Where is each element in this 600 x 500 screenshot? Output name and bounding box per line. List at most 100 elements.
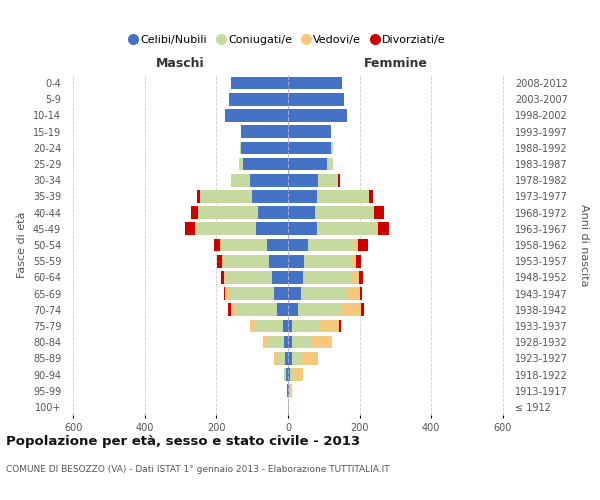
Bar [288, 288, 301, 300]
Bar [288, 384, 289, 397]
Bar [256, 320, 283, 332]
Bar [286, 368, 288, 381]
Bar [358, 238, 368, 252]
Text: Popolazione per età, sesso e stato civile - 2013: Popolazione per età, sesso e stato civil… [6, 434, 360, 448]
Bar [221, 238, 267, 252]
Bar [298, 304, 341, 316]
Bar [226, 271, 272, 283]
Bar [200, 190, 252, 202]
Bar [284, 368, 286, 381]
Bar [317, 222, 376, 235]
Bar [191, 206, 199, 219]
Bar [312, 336, 332, 348]
Bar [308, 238, 354, 252]
Bar [288, 368, 290, 381]
Bar [257, 206, 288, 219]
Bar [288, 93, 343, 106]
Bar [284, 336, 288, 348]
Bar [288, 352, 292, 364]
Bar [288, 222, 317, 235]
Bar [352, 271, 359, 283]
Bar [288, 77, 342, 90]
Bar [347, 288, 359, 300]
Bar [267, 238, 288, 252]
Bar [361, 304, 364, 316]
Bar [289, 384, 292, 397]
Bar [290, 368, 293, 381]
Bar [288, 320, 292, 332]
Bar [185, 222, 195, 235]
Bar [228, 304, 231, 316]
Y-axis label: Anni di nascita: Anni di nascita [580, 204, 589, 286]
Bar [256, 222, 288, 235]
Bar [301, 288, 347, 300]
Bar [287, 384, 288, 397]
Bar [252, 190, 288, 202]
Text: COMUNE DI BESOZZO (VA) - Dati ISTAT 1° gennaio 2013 - Elaborazione TUTTITALIA.IT: COMUNE DI BESOZZO (VA) - Dati ISTAT 1° g… [6, 465, 389, 474]
Bar [315, 206, 374, 219]
Bar [319, 174, 338, 186]
Bar [374, 206, 384, 219]
Bar [199, 206, 257, 219]
Text: Femmine: Femmine [364, 57, 427, 70]
Bar [224, 271, 226, 283]
Bar [301, 352, 319, 364]
Bar [243, 158, 288, 170]
Bar [263, 336, 268, 348]
Bar [338, 174, 340, 186]
Bar [341, 304, 361, 316]
Bar [293, 368, 304, 381]
Bar [283, 320, 288, 332]
Bar [304, 255, 350, 268]
Bar [339, 320, 341, 332]
Bar [376, 222, 377, 235]
Bar [250, 320, 256, 332]
Bar [303, 271, 352, 283]
Bar [288, 126, 331, 138]
Bar [328, 158, 333, 170]
Bar [274, 288, 288, 300]
Bar [288, 158, 328, 170]
Bar [292, 352, 301, 364]
Bar [220, 238, 221, 252]
Bar [223, 255, 269, 268]
Bar [288, 304, 298, 316]
Bar [231, 77, 288, 90]
Bar [350, 255, 356, 268]
Bar [197, 190, 200, 202]
Bar [377, 222, 389, 235]
Bar [288, 206, 315, 219]
Bar [288, 190, 317, 202]
Bar [272, 271, 288, 283]
Bar [288, 271, 303, 283]
Bar [331, 142, 333, 154]
Bar [274, 352, 277, 364]
Bar [288, 238, 308, 252]
Y-axis label: Fasce di età: Fasce di età [17, 212, 27, 278]
Bar [222, 255, 223, 268]
Bar [268, 336, 284, 348]
Bar [229, 93, 288, 106]
Bar [288, 336, 292, 348]
Bar [229, 288, 274, 300]
Bar [250, 174, 288, 186]
Bar [239, 158, 243, 170]
Bar [285, 352, 288, 364]
Bar [269, 255, 288, 268]
Bar [359, 288, 362, 300]
Bar [277, 352, 285, 364]
Bar [224, 288, 226, 300]
Bar [217, 255, 222, 268]
Bar [277, 304, 288, 316]
Bar [231, 174, 250, 186]
Bar [226, 288, 229, 300]
Bar [195, 222, 256, 235]
Bar [292, 336, 312, 348]
Bar [356, 255, 361, 268]
Bar [241, 126, 288, 138]
Bar [319, 320, 339, 332]
Bar [288, 255, 304, 268]
Legend: Celibi/Nubili, Coniugati/e, Vedovi/e, Divorziati/e: Celibi/Nubili, Coniugati/e, Vedovi/e, Di… [126, 30, 450, 49]
Bar [226, 109, 288, 122]
Bar [317, 190, 368, 202]
